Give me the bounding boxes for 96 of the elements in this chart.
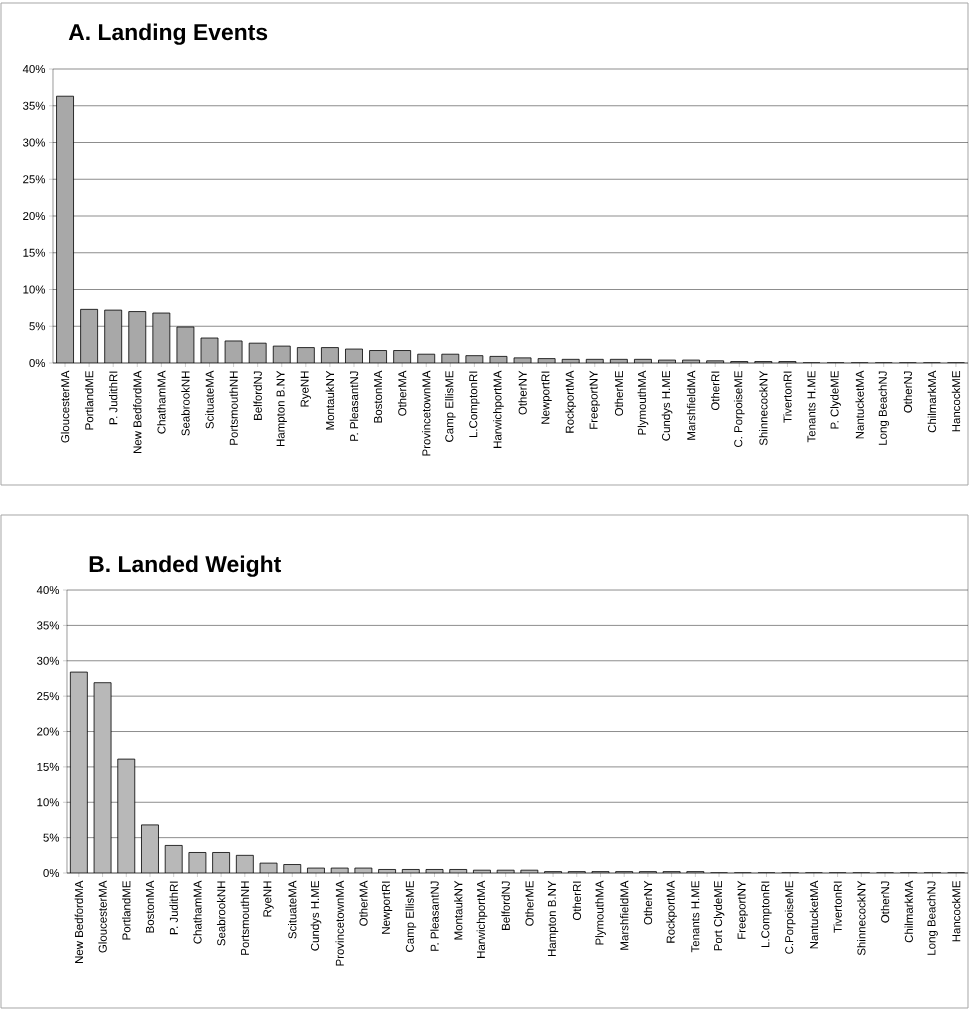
- x-tick-label: FreeportNY: [589, 370, 600, 429]
- x-tick-label: OtherME: [525, 881, 534, 926]
- x-tick-label: SeabrookNH: [181, 371, 190, 436]
- x-tick-label: OtherNY: [643, 880, 653, 925]
- x-tick-label: C. PorpoiseME: [733, 371, 745, 447]
- x-tick-label: PortlandME: [122, 881, 131, 940]
- x-tick-label: MarshfieldMA: [686, 370, 696, 440]
- y-tick-label: 40%: [36, 585, 60, 595]
- x-tick-label: Hampton B.NY: [276, 370, 287, 447]
- x-tick-label: L.ComptonRI: [761, 881, 772, 948]
- x-tick-label: HarwichportMA: [476, 880, 488, 958]
- x-tick-label: ChathamMA: [157, 370, 166, 434]
- x-tick-label: Cundys H.ME: [310, 881, 322, 951]
- x-tick-label: Long BeachNJ: [927, 881, 938, 955]
- x-tick-label: PortsmouthNH: [240, 881, 250, 955]
- y-tick-label: 35%: [22, 101, 46, 110]
- x-tick-label: NewportRI: [541, 371, 552, 424]
- x-tick-label: HancockME: [951, 881, 961, 942]
- y-tick-label: 10%: [23, 285, 46, 294]
- x-tick-label: RyeNH: [263, 881, 274, 917]
- x-tick-label: MontaukNY: [454, 880, 463, 940]
- x-tick-label: RockportMA: [565, 370, 577, 433]
- chart-title: B. Landed Weight: [89, 555, 282, 577]
- x-tick-label: Hampton B.NY: [547, 880, 559, 957]
- x-tick-label: RockportMA: [666, 880, 677, 943]
- y-tick-label: 25%: [23, 175, 46, 184]
- x-tick-label: ProvincetownMA: [422, 370, 431, 456]
- x-tick-label: GloucesterMA: [98, 880, 107, 953]
- y-tick-label: 30%: [36, 656, 60, 665]
- x-tick-label: MarshfieldMA: [620, 880, 629, 950]
- x-tick-label: MontaukNY: [325, 370, 335, 430]
- y-tick-label: 5%: [29, 322, 46, 331]
- y-tick-label: 5%: [43, 833, 60, 842]
- x-tick-label: P. ClydeME: [830, 371, 841, 429]
- x-tick-label: GloucesterMA: [60, 370, 70, 443]
- x-tick-label: OtherNJ: [880, 881, 890, 923]
- x-tick-label: P. JudithRI: [169, 881, 178, 935]
- x-tick-label: Tenants H.ME: [691, 881, 700, 953]
- x-tick-label: Long BeachNJ: [878, 371, 890, 445]
- x-tick-label: ScituateMA: [205, 370, 214, 429]
- y-tick-label: 40%: [22, 64, 46, 74]
- x-tick-label: PlymouthMA: [637, 370, 649, 435]
- y-tick-label: 0%: [43, 868, 60, 878]
- x-tick-label: Camp EllisME: [405, 881, 417, 952]
- x-tick-label: OtherNJ: [903, 371, 913, 413]
- x-tick-label: Cundys H.ME: [661, 371, 673, 441]
- x-tick-label: OtherNY: [518, 370, 527, 415]
- x-tick-label: ShinnecockNY: [857, 880, 866, 956]
- x-tick-label: OtherRI: [572, 881, 581, 921]
- x-tick-label: TivertonRI: [833, 881, 842, 933]
- y-tick-label: 25%: [37, 692, 60, 701]
- x-tick-label: NewportRI: [381, 881, 393, 934]
- x-tick-label: PlymouthMA: [595, 880, 606, 945]
- x-tick-label: BostonMA: [374, 370, 383, 423]
- x-tick-label: PortsmouthNH: [229, 371, 238, 445]
- x-tick-label: P. PleasantNJ: [349, 371, 359, 441]
- x-tick-label: P. JudithRI: [109, 371, 118, 425]
- x-tick-label: NantucketMA: [855, 370, 864, 439]
- x-tick-label: ProvincetownMA: [335, 880, 344, 966]
- x-tick-label: OtherMA: [397, 370, 407, 416]
- y-tick-label: 15%: [37, 762, 60, 771]
- x-tick-label: BelfordNJ: [253, 371, 262, 420]
- chart-title: A. Landing Events: [68, 23, 268, 45]
- x-tick-label: RyeNH: [300, 371, 311, 407]
- y-tick-label: 20%: [23, 211, 46, 221]
- x-tick-label: ChathamMA: [193, 880, 202, 944]
- x-tick-label: ChilmarkMA: [904, 880, 913, 943]
- x-tick-label: New BedfordMA: [133, 370, 142, 454]
- y-tick-label: 30%: [22, 138, 46, 147]
- x-tick-label: C.PorpoiseME: [784, 881, 796, 954]
- x-tick-label: ChilmarkMA: [927, 370, 937, 433]
- y-tick-label: 15%: [23, 248, 46, 257]
- y-tick-label: 10%: [37, 798, 60, 807]
- x-tick-label: ShinnecockNY: [759, 370, 768, 446]
- x-tick-label: Camp EllisME: [444, 371, 456, 442]
- x-tick-label: BostonMA: [146, 880, 154, 933]
- x-tick-label: HancockME: [951, 371, 961, 432]
- x-tick-label: OtherMA: [359, 880, 368, 926]
- x-tick-label: PortlandME: [84, 371, 94, 430]
- x-tick-label: Tenants H.ME: [807, 371, 816, 443]
- x-tick-label: HarwichportMA: [493, 370, 504, 448]
- x-tick-label: L.ComptonRI: [469, 371, 480, 438]
- x-tick-label: OtherRI: [710, 371, 720, 411]
- x-tick-label: SeabrookNH: [216, 881, 226, 946]
- x-tick-label: New BedfordMA: [74, 880, 84, 964]
- y-tick-label: 35%: [36, 621, 60, 630]
- x-tick-label: OtherME: [614, 371, 624, 416]
- x-tick-label: BelfordNJ: [501, 881, 510, 930]
- y-tick-label: 20%: [37, 727, 60, 736]
- x-tick-label: ScituateMA: [288, 880, 297, 939]
- y-tick-label: 0%: [29, 358, 46, 368]
- x-tick-label: FreeportNY: [737, 880, 748, 939]
- x-tick-label: TivertonRI: [783, 371, 792, 423]
- x-tick-label: Port ClydeME: [713, 881, 725, 951]
- x-tick-label: P. PleasantNJ: [430, 881, 439, 951]
- x-tick-label: NantucketMA: [809, 880, 819, 949]
